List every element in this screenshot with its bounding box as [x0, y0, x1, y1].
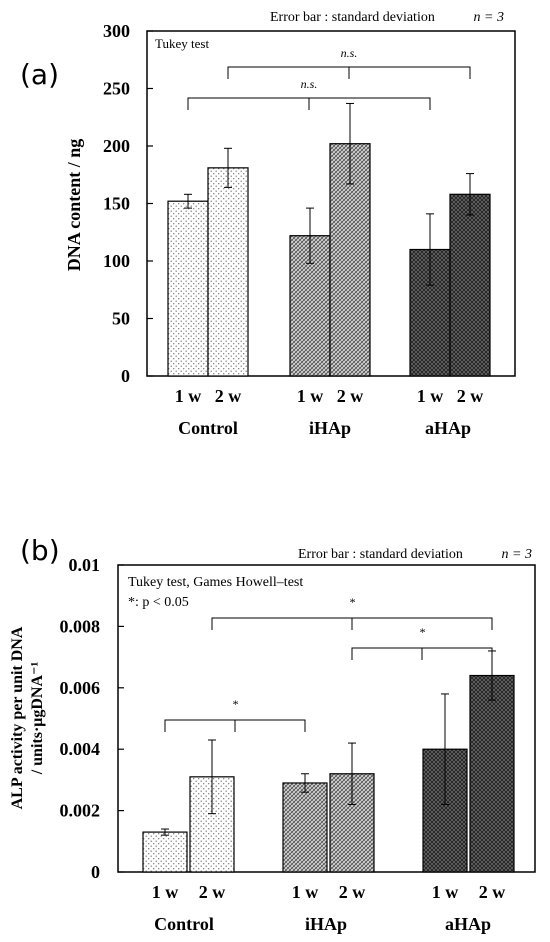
panel-a-category-label-0: 1 w — [175, 386, 202, 406]
panel-a-y-tick-label: 0 — [121, 366, 130, 386]
panel-b-n-note: n = 3 — [502, 547, 532, 562]
panel-a-y-axis-label: DNA content / ng — [64, 139, 84, 272]
panel-a-y-tick-label: 300 — [103, 21, 130, 41]
panel-a-category-label-5: 2 w — [457, 386, 484, 406]
panel-a-bar-5 — [449, 193, 491, 377]
panel-b-category-label-2: 1 w — [292, 882, 319, 902]
panel-a-y-tick-label: 150 — [103, 194, 130, 214]
panel-b-significance-label-1: * — [349, 595, 355, 609]
panel-a-label: (a) — [20, 58, 59, 91]
panel-a-category-label-2: 1 w — [297, 386, 324, 406]
panel-a-group-ihap: iHAp — [309, 418, 351, 438]
panel-b-group-ahap: aHAp — [445, 914, 491, 934]
panel-b-p-note: *: p < 0.05 — [128, 595, 189, 610]
panel-b-y-tick-label: 0.006 — [60, 678, 101, 698]
panel-b-bar-2 — [282, 782, 328, 873]
panel-b-y-axis-label-line1: ALP activity per unit DNA — [9, 626, 26, 809]
panel-b-category-label-0: 1 w — [152, 882, 179, 902]
panel-b-errorbar-note: Error bar : standard deviation — [298, 547, 463, 562]
panel-b-group-control: Control — [154, 914, 214, 934]
panel-a-bar-1 — [207, 167, 249, 377]
panel-a-significance-label-1: n.s. — [341, 46, 358, 60]
panel-b-significance-label-2: * — [419, 625, 425, 639]
panel-b-y-tick-label: 0.004 — [60, 739, 101, 759]
panel-a-group-control: Control — [178, 418, 238, 438]
panel-b-y-tick-label: 0 — [91, 862, 100, 882]
panel-b-y-tick-label: 0.008 — [60, 616, 101, 636]
panel-b-y-tick-label: 0.01 — [69, 555, 101, 575]
panel-a-test-note: Tukey test — [155, 36, 209, 51]
panel-a-n-note: n = 3 — [474, 10, 504, 25]
panel-a-y-tick-label: 200 — [103, 136, 130, 156]
panel-b-test-note: Tukey test, Games Howell–test — [128, 575, 303, 590]
panel-b-y-axis-label-line2: / units·μgDNA⁻¹ — [29, 662, 46, 776]
panel-b-bar-0 — [142, 831, 188, 873]
panel-a-category-label-3: 2 w — [337, 386, 364, 406]
panel-a-significance-label-0: n.s. — [301, 77, 318, 91]
panel-b-label: (b) — [20, 534, 60, 567]
panel-b-category-label-3: 2 w — [339, 882, 366, 902]
panel-b: (b) Error bar : standard deviation n = 3… — [9, 534, 536, 934]
panel-a-category-label-4: 1 w — [417, 386, 444, 406]
panel-a-y-tick-label: 100 — [103, 251, 130, 271]
panel-b-group-ihap: iHAp — [305, 914, 347, 934]
panel-a-bar-0 — [167, 200, 209, 377]
panel-a: (a) Error bar : standard deviation n = 3… — [20, 10, 516, 438]
panel-a-category-label-1: 2 w — [215, 386, 242, 406]
panel-a-y-tick-label: 50 — [112, 309, 130, 329]
panel-a-y-tick-label: 250 — [103, 79, 130, 99]
panel-b-category-label-1: 2 w — [199, 882, 226, 902]
panel-b-significance-label-0: * — [232, 697, 238, 711]
panel-b-category-label-4: 1 w — [432, 882, 459, 902]
panel-a-group-ahap: aHAp — [425, 418, 471, 438]
panel-b-bar-5 — [469, 674, 515, 873]
panel-b-y-tick-label: 0.002 — [60, 801, 101, 821]
panel-a-errorbar-note: Error bar : standard deviation — [270, 10, 435, 25]
panel-b-category-label-5: 2 w — [479, 882, 506, 902]
